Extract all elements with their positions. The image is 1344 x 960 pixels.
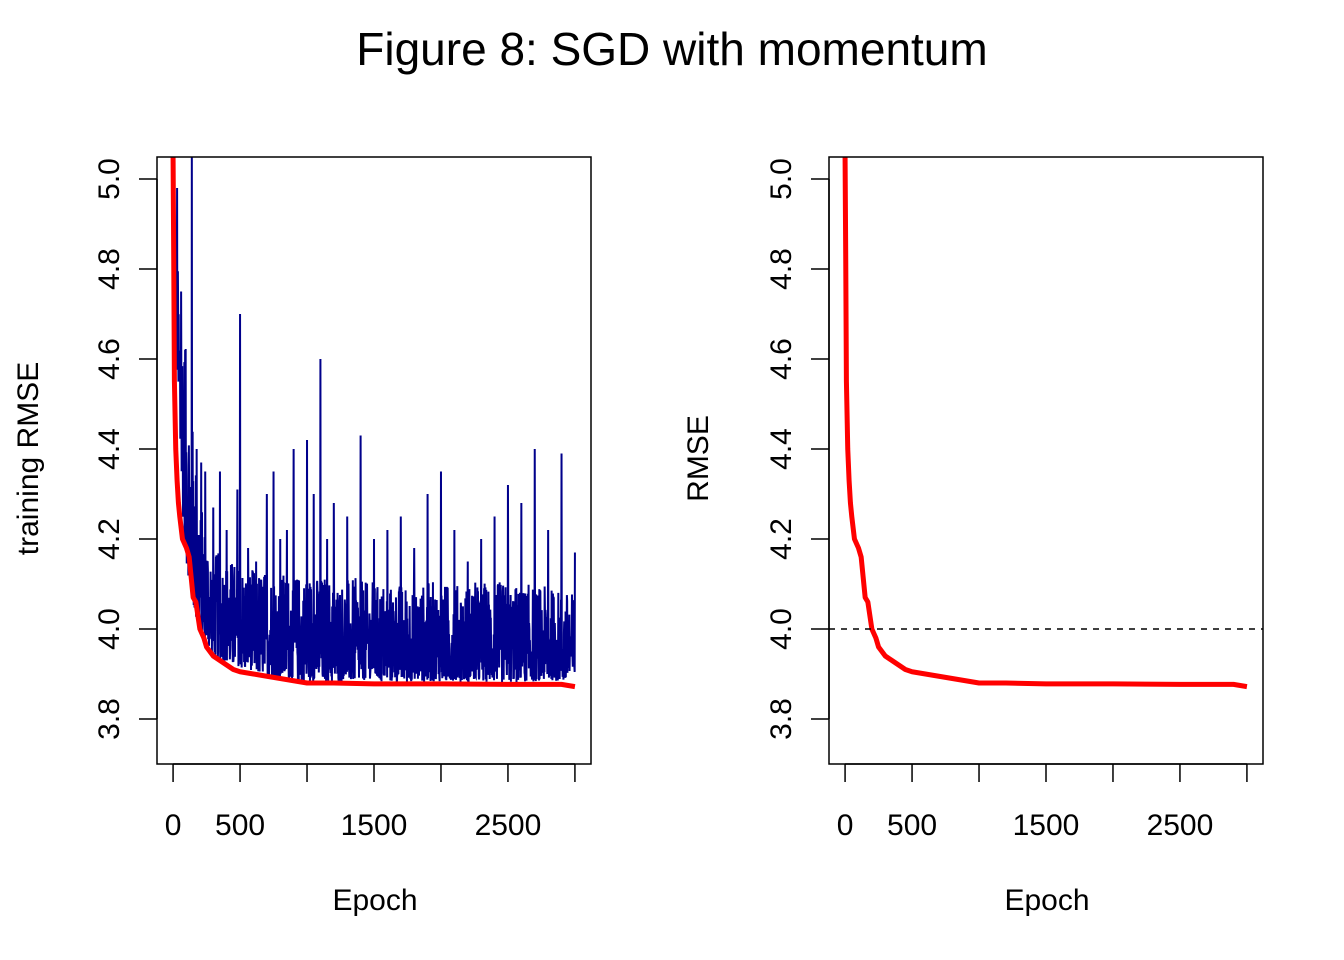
y-tick-label: 4.0 [765,608,798,650]
x-tick-label: 1500 [341,809,408,842]
series-smooth-line [170,157,576,690]
x-tick-label: 0 [837,809,854,842]
x-axis-label: Epoch [332,884,417,917]
y-tick-label: 5.0 [765,158,798,200]
plot-area [170,157,576,690]
series-noisy-line [172,157,576,683]
y-axis-label: RMSE [682,415,715,502]
chart-panel-1: 0 500 1500 2500 3.8 4.0 4.2 4.4 4.6 4.8 5.0 Epoch tr… [12,156,592,917]
y-tick-label: 4.6 [93,338,126,380]
y-tick-label: 4.8 [93,248,126,290]
y-tick-label: 4.4 [765,428,798,470]
x-tick-label: 2500 [475,809,542,842]
x-tick-label: 0 [165,809,182,842]
y-tick-label: 3.8 [765,698,798,740]
y-tick-label: 5.0 [93,158,126,200]
y-axis-label: training RMSE [12,362,45,555]
plot-area [829,157,1263,690]
y-tick-label: 4.6 [765,338,798,380]
plot-frame [828,156,1264,765]
x-axis-label: Epoch [1004,884,1089,917]
y-tick-label: 3.8 [93,698,126,740]
y-tick-label: 4.8 [765,248,798,290]
y-tick-label: 4.4 [93,428,126,470]
y-tick-label: 4.2 [765,518,798,560]
x-tick-label: 2500 [1147,809,1214,842]
x-tick-label: 500 [887,809,937,842]
x-tick-label: 500 [215,809,265,842]
chart-panel-2: 0 500 1500 2500 3.8 4.0 4.2 4.4 4.6 4.8 5.0 Epoch RM… [682,156,1264,917]
x-tick-label: 1500 [1013,809,1080,842]
series-smooth-line [842,157,1248,690]
figure-title: Figure 8: SGD with momentum [356,23,988,75]
y-tick-label: 4.0 [93,608,126,650]
y-tick-label: 4.2 [93,518,126,560]
